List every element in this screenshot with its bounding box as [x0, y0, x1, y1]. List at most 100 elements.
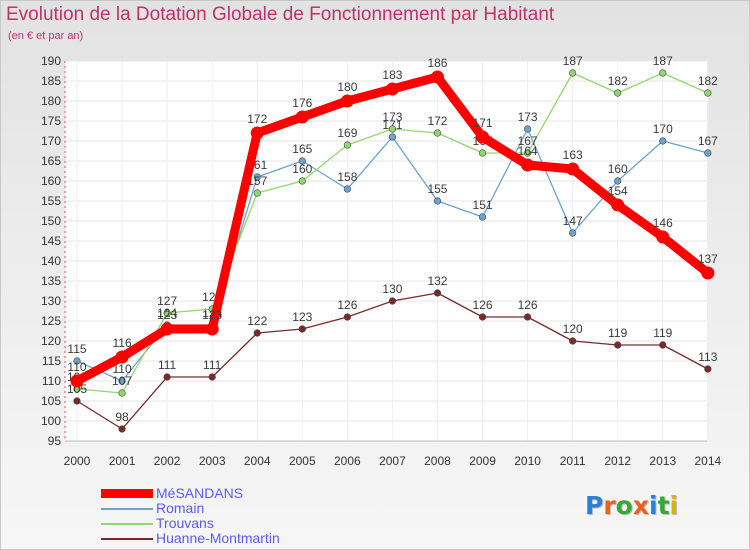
logo-letter: o	[615, 491, 633, 520]
data-point	[659, 341, 667, 349]
data-label: 113	[698, 350, 717, 364]
legend-label: Huanne-Montmartin	[156, 530, 280, 546]
data-point	[433, 129, 442, 137]
y-tick-label: 135	[41, 274, 61, 288]
data-point	[569, 229, 577, 237]
x-tick-label: 2006	[334, 454, 361, 468]
data-point	[478, 149, 487, 157]
data-point	[73, 397, 81, 405]
y-tick-label: 105	[41, 394, 61, 408]
data-label: 107	[112, 374, 132, 388]
data-label: 119	[653, 326, 672, 340]
data-label: 180	[337, 80, 357, 94]
data-label: 120	[563, 322, 583, 336]
x-tick-label: 2011	[560, 454, 586, 468]
data-point	[163, 373, 171, 381]
y-tick-label: 180	[41, 94, 61, 108]
data-point	[205, 322, 219, 336]
data-point	[118, 425, 126, 433]
data-label: 127	[157, 294, 177, 308]
data-label: 123	[157, 308, 177, 322]
data-point	[433, 197, 442, 205]
y-tick-label: 145	[41, 234, 61, 248]
data-point	[295, 110, 309, 124]
data-point	[433, 289, 442, 297]
data-label: 187	[563, 54, 583, 68]
legend-item-m-sandans: MéSANDANS	[101, 485, 341, 501]
data-label: 119	[608, 326, 627, 340]
data-label: 126	[337, 298, 357, 312]
data-label: 146	[653, 216, 673, 230]
x-tick-label: 2012	[604, 454, 631, 468]
legend-label: Romain	[156, 500, 205, 516]
x-tick-label: 2005	[289, 454, 316, 468]
x-tick-label: 2009	[469, 454, 496, 468]
x-tick-label: 2001	[109, 454, 136, 468]
data-label: 123	[202, 308, 222, 322]
x-tick-label: 2010	[514, 454, 541, 468]
data-label: 110	[67, 360, 86, 374]
data-point	[521, 158, 535, 172]
data-point	[208, 373, 216, 381]
data-label: 173	[518, 110, 538, 124]
data-label: 183	[382, 68, 402, 82]
data-point	[298, 325, 306, 333]
data-label: 126	[473, 298, 493, 312]
x-tick-label: 2013	[649, 454, 676, 468]
y-tick-label: 120	[41, 334, 61, 348]
data-point	[73, 357, 81, 365]
legend-swatch	[101, 538, 153, 540]
data-label: 123	[292, 310, 312, 324]
data-label: 126	[518, 298, 538, 312]
data-point	[343, 185, 351, 193]
data-label: 160	[292, 162, 312, 176]
logo-letter: i	[669, 491, 679, 520]
data-label: 172	[427, 114, 447, 128]
data-point	[388, 133, 397, 141]
data-point	[569, 337, 577, 345]
x-tick-label: 2008	[424, 454, 451, 468]
data-point	[611, 198, 625, 212]
data-label: 147	[563, 214, 583, 228]
data-label: 154	[608, 184, 628, 198]
data-point	[476, 130, 490, 144]
data-point	[115, 350, 129, 364]
legend-item-romain: Romain	[101, 500, 341, 516]
y-tick-label: 165	[41, 154, 61, 168]
data-label: 160	[608, 162, 628, 176]
data-label: 171	[382, 118, 402, 132]
data-point	[523, 125, 532, 133]
data-label: 186	[427, 56, 447, 70]
data-point	[614, 341, 622, 349]
data-label: 171	[473, 116, 493, 130]
x-tick-label: 2004	[244, 454, 271, 468]
data-point	[70, 374, 84, 388]
data-point	[701, 266, 715, 280]
data-label: 164	[518, 144, 538, 158]
data-label: 176	[292, 96, 312, 110]
data-point	[704, 89, 712, 97]
data-point	[704, 149, 712, 157]
x-tick-label: 2002	[154, 454, 181, 468]
y-tick-label: 185	[41, 74, 61, 88]
data-point	[298, 177, 306, 185]
data-label: 155	[427, 182, 447, 196]
data-point	[253, 329, 261, 337]
y-tick-label: 100	[41, 414, 61, 428]
logo-letter: i	[649, 491, 658, 520]
data-point	[478, 213, 487, 221]
data-label: 165	[292, 142, 312, 156]
legend-item-trouvans: Trouvans	[101, 515, 341, 531]
x-tick-label: 2000	[64, 454, 91, 468]
data-point	[523, 149, 532, 157]
data-label: 182	[698, 74, 718, 88]
series-huanne-montmartin: 105 98 111 111 122 123 126 130 132 126 126 120 119 11…	[67, 274, 718, 433]
data-label: 116	[112, 336, 131, 350]
data-label: 130	[382, 282, 402, 296]
legend-item-huanne-montmartin: Huanne-Montmartin	[101, 530, 341, 546]
data-point	[656, 230, 670, 244]
data-point	[523, 313, 532, 321]
data-label: 187	[653, 54, 673, 68]
data-point	[704, 365, 712, 373]
